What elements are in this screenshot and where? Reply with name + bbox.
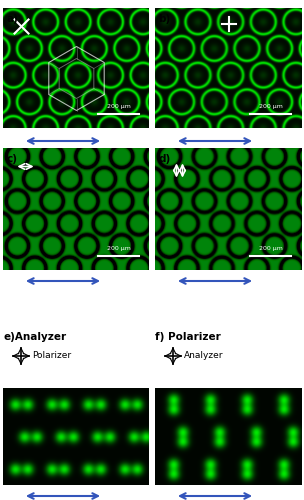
Text: a): a): [6, 14, 18, 24]
Text: 200 μm: 200 μm: [107, 246, 131, 251]
Text: e)Analyzer: e)Analyzer: [3, 332, 66, 342]
Text: 200 μm: 200 μm: [259, 104, 283, 110]
Text: c): c): [6, 154, 18, 164]
Text: 200 μm: 200 μm: [107, 104, 131, 110]
Text: b): b): [158, 14, 171, 24]
Text: Analyzer: Analyzer: [184, 352, 223, 360]
Text: 200 μm: 200 μm: [259, 246, 283, 251]
Text: f) Polarizer: f) Polarizer: [155, 332, 221, 342]
Text: Polarizer: Polarizer: [32, 352, 71, 360]
Text: d): d): [158, 154, 171, 164]
